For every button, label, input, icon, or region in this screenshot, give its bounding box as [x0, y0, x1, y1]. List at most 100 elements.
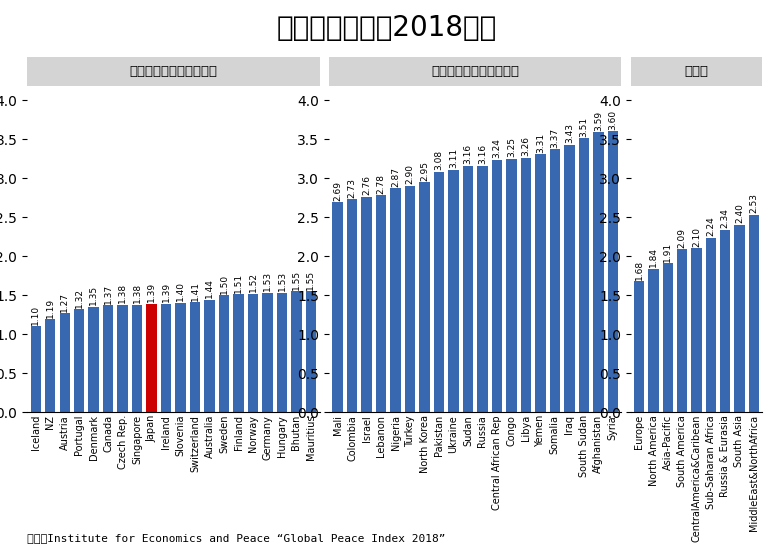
Text: 3.16: 3.16 — [464, 144, 472, 164]
Bar — [720, 229, 731, 412]
Bar — [219, 295, 229, 412]
Text: 2.09: 2.09 — [678, 228, 687, 248]
Bar — [30, 326, 41, 412]
Text: ランキング下位２０カ国: ランキング下位２０カ国 — [431, 65, 519, 79]
Text: 1.44: 1.44 — [205, 278, 214, 299]
Text: ランキング上位２０カ国: ランキング上位２０カ国 — [129, 65, 217, 79]
Text: 1.39: 1.39 — [147, 282, 156, 302]
Bar — [291, 291, 302, 412]
Text: 2.24: 2.24 — [707, 216, 715, 236]
Text: 地域別: 地域別 — [684, 65, 708, 79]
Text: 2.87: 2.87 — [391, 167, 400, 187]
Bar — [277, 293, 287, 412]
Text: 2.95: 2.95 — [420, 160, 429, 180]
Bar — [579, 139, 589, 412]
Text: 1.32: 1.32 — [75, 287, 84, 307]
Bar — [448, 170, 459, 412]
Bar — [45, 319, 56, 412]
Text: 1.40: 1.40 — [176, 281, 185, 301]
Text: 1.41: 1.41 — [190, 281, 200, 301]
Text: 2.78: 2.78 — [377, 174, 385, 194]
Bar — [463, 166, 473, 412]
Text: 3.25: 3.25 — [507, 137, 516, 157]
Text: 1.19: 1.19 — [46, 297, 55, 318]
Text: 1.35: 1.35 — [89, 285, 98, 305]
Text: 1.91: 1.91 — [663, 242, 673, 262]
Text: 1.39: 1.39 — [162, 282, 170, 302]
Text: 1.38: 1.38 — [132, 283, 142, 303]
Text: 2.76: 2.76 — [362, 175, 371, 196]
Bar — [691, 248, 702, 412]
Bar — [74, 309, 84, 412]
Text: 3.11: 3.11 — [449, 148, 458, 168]
Text: 1.10: 1.10 — [31, 305, 40, 325]
Text: 1.53: 1.53 — [277, 271, 286, 291]
Bar — [233, 295, 244, 412]
Bar — [248, 294, 259, 412]
Text: 2.69: 2.69 — [333, 181, 342, 201]
Text: 1.84: 1.84 — [649, 247, 658, 267]
Text: 1.52: 1.52 — [248, 272, 258, 292]
Bar — [420, 182, 430, 412]
Text: 資料：Institute for Economics and Peace “Global Peace Index 2018”: 資料：Institute for Economics and Peace “Gl… — [27, 533, 446, 543]
Bar — [60, 313, 70, 412]
Bar — [405, 186, 415, 412]
Text: 1.55: 1.55 — [307, 270, 316, 290]
Bar — [376, 196, 386, 412]
Text: 2.73: 2.73 — [348, 178, 357, 198]
Bar — [608, 131, 618, 412]
Text: 3.60: 3.60 — [608, 110, 618, 130]
Bar — [161, 304, 171, 412]
Bar — [347, 199, 358, 412]
Bar — [306, 291, 316, 412]
Bar — [176, 303, 186, 412]
Text: 2.34: 2.34 — [721, 208, 730, 228]
Text: 2.10: 2.10 — [692, 227, 701, 247]
Text: 2.53: 2.53 — [749, 193, 759, 213]
Bar — [103, 305, 114, 412]
Text: 1.53: 1.53 — [263, 271, 272, 291]
Bar — [390, 188, 401, 412]
Text: 1.51: 1.51 — [234, 273, 243, 293]
Bar — [262, 293, 272, 412]
Text: 1.50: 1.50 — [220, 273, 228, 294]
Text: 世界平和指数（2018年）: 世界平和指数（2018年） — [277, 14, 497, 42]
Bar — [677, 249, 687, 412]
Bar — [88, 307, 99, 412]
Bar — [663, 263, 673, 412]
Bar — [361, 197, 372, 412]
Text: 3.26: 3.26 — [522, 136, 530, 157]
Text: 1.37: 1.37 — [104, 284, 113, 304]
Bar — [535, 154, 546, 412]
Text: 3.43: 3.43 — [565, 123, 574, 143]
Bar — [433, 172, 444, 412]
Text: 1.38: 1.38 — [118, 283, 127, 303]
Bar — [634, 281, 645, 412]
Text: 3.37: 3.37 — [550, 128, 560, 148]
Bar — [550, 149, 560, 412]
Bar — [332, 202, 343, 412]
Bar — [506, 159, 516, 412]
Bar — [132, 305, 142, 412]
Text: 2.40: 2.40 — [735, 204, 744, 223]
Text: 3.08: 3.08 — [434, 150, 444, 170]
Text: 3.51: 3.51 — [579, 117, 588, 137]
Bar — [649, 268, 659, 412]
Text: 3.24: 3.24 — [492, 138, 502, 158]
Bar — [593, 132, 604, 412]
Bar — [735, 225, 745, 412]
Text: 2.90: 2.90 — [406, 164, 415, 184]
Bar — [564, 145, 574, 412]
Bar — [204, 300, 214, 412]
Text: 3.31: 3.31 — [536, 133, 545, 153]
Text: 3.59: 3.59 — [594, 110, 603, 131]
Bar — [748, 215, 759, 412]
Bar — [190, 302, 200, 412]
Text: 3.16: 3.16 — [478, 144, 487, 164]
Text: 1.55: 1.55 — [292, 270, 301, 290]
Bar — [706, 237, 716, 412]
Bar — [491, 159, 502, 412]
Bar — [146, 304, 157, 412]
Bar — [478, 166, 488, 412]
Bar — [521, 158, 531, 412]
